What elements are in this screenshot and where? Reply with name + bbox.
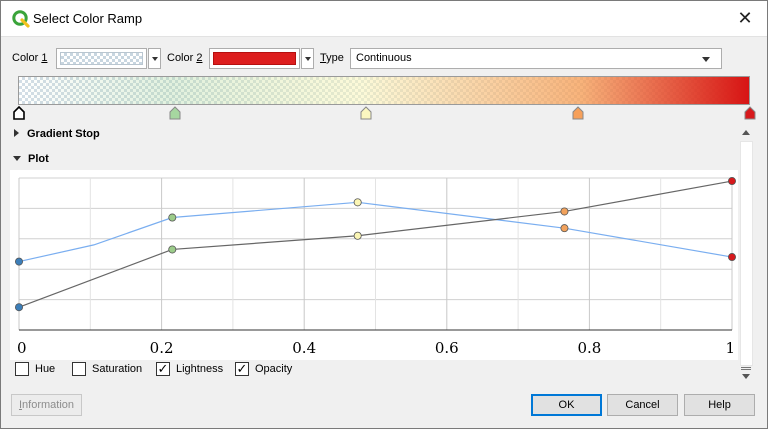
plot-marker (728, 177, 737, 186)
plot-marker (353, 231, 362, 240)
plot-heading: Plot (28, 153, 49, 165)
checkbox-saturation[interactable] (72, 362, 86, 376)
gradient-stop-marker[interactable] (360, 106, 372, 120)
close-button[interactable]: ✕ (737, 8, 753, 28)
plot-marker (15, 303, 23, 312)
plot-marker (168, 245, 177, 254)
plot-x-tick-label: 0 (17, 339, 27, 357)
checkbox-label: Saturation (92, 363, 143, 375)
color2-label: Color 2 (167, 52, 203, 64)
gradient-stop-marker[interactable] (169, 106, 181, 120)
grip-icon (741, 367, 751, 368)
checkbox-label: Lightness (176, 363, 224, 375)
scroll-down-icon[interactable] (742, 374, 750, 379)
chevron-down-icon (702, 57, 710, 62)
vertical-scrollbar[interactable] (738, 122, 755, 388)
color2-dropdown[interactable] (301, 48, 314, 69)
gradient-stop-section[interactable]: Gradient Stop (10, 128, 100, 140)
color2-button[interactable] (209, 48, 300, 69)
plot-series-line (18, 201, 733, 263)
checkbox-label: Opacity (255, 363, 293, 375)
gradient-stop-heading: Gradient Stop (27, 128, 100, 140)
color1-dropdown[interactable] (148, 48, 161, 69)
plot-marker (353, 198, 362, 207)
expand-arrow-icon (14, 129, 19, 137)
checkbox-lightness[interactable]: ✓ (156, 361, 170, 376)
settings-scroll-area: Gradient Stop Plot 0 0.2 0.4 0.6 0.8 1 Hue Sat… (10, 122, 738, 388)
type-combobox[interactable]: Continuous (350, 48, 722, 69)
qgis-icon (12, 10, 30, 28)
collapse-arrow-icon (13, 156, 21, 161)
plot-x-tick-label: 0.6 (435, 339, 459, 357)
hsl-plot-chart[interactable]: 0 0.2 0.4 0.6 0.8 1 (10, 170, 738, 360)
transparent-swatch (60, 52, 143, 65)
cancel-button[interactable]: Cancel (607, 394, 678, 416)
type-label: Type (320, 52, 344, 64)
red-swatch (213, 52, 296, 65)
plot-x-tick-label: 0.8 (577, 339, 601, 357)
dialog-title: Select Color Ramp (33, 11, 143, 26)
plot-marker (15, 257, 23, 266)
plot-background (10, 170, 738, 360)
gradient-stop-marker[interactable] (13, 106, 25, 120)
plot-marker (560, 224, 569, 233)
plot-marker (168, 213, 177, 222)
plot-marker (560, 207, 569, 216)
ok-button[interactable]: OK (531, 394, 602, 416)
plot-marker (728, 253, 737, 262)
gradient-stop-marker[interactable] (572, 106, 584, 120)
checkbox-hue[interactable] (15, 362, 29, 376)
plot-section[interactable]: Plot (10, 153, 49, 165)
help-button[interactable]: Help (684, 394, 755, 416)
checkbox-opacity[interactable]: ✓ (235, 361, 249, 376)
plot-x-tick-label: 0.4 (292, 339, 316, 357)
information-button[interactable]: Information (11, 394, 82, 416)
plot-x-tick-label: 1 (725, 339, 735, 357)
checkbox-label: Hue (35, 363, 56, 375)
color1-label: Color 1 (12, 52, 48, 64)
scrollbar-thumb[interactable] (740, 141, 753, 366)
gradient-stop-marker[interactable] (744, 106, 756, 120)
scroll-up-icon[interactable] (742, 130, 750, 135)
color1-button[interactable] (56, 48, 147, 69)
type-value: Continuous (356, 52, 412, 64)
title-bar: Select Color Ramp ✕ (1, 1, 767, 37)
color-ramp-preview[interactable] (18, 76, 750, 105)
plot-x-tick-label: 0.2 (150, 339, 174, 357)
